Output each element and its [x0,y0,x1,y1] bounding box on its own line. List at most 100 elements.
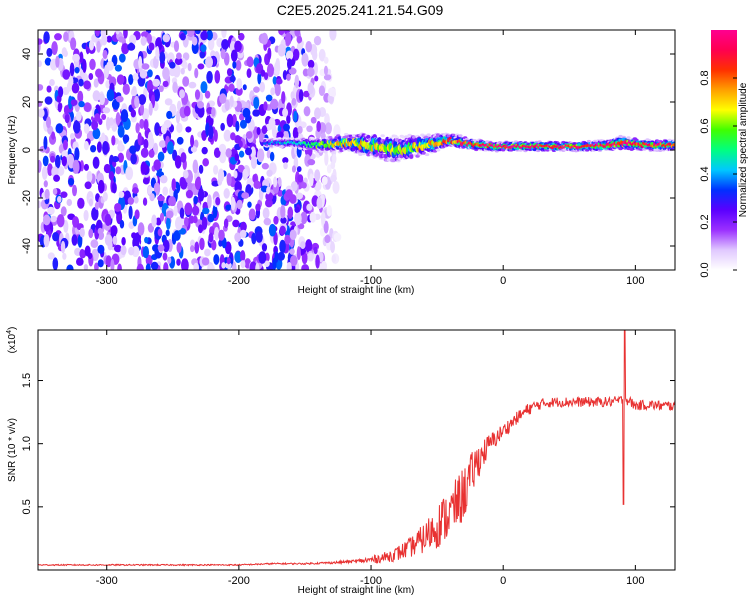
spectrogram-cell [38,161,42,169]
spectrogram-cell [291,165,297,173]
spectrogram-cell [303,90,310,98]
spectrogram-cell [133,196,139,204]
spectrogram-cell [86,170,93,183]
spectrogram-cell [162,80,169,88]
spectrogram-cell [174,155,182,169]
spectrogram-cell [77,197,85,209]
colorbar-label: Normalized spectral amplitude [738,82,749,217]
spectrogram-cell [218,229,225,241]
spectrogram-cell [168,196,177,207]
spectrogram-cell [132,187,139,194]
spectrogram-cell [143,138,149,150]
spectrogram-cell [176,242,182,254]
spectrogram-cell [305,239,313,253]
spectrogram-cell [171,178,177,191]
spectrogram-cell [300,182,307,189]
spectrogram-cell [232,219,240,228]
spectrogram-cell [63,105,70,115]
spectrogram-cell [261,125,268,135]
spectrogram-cell [70,99,78,106]
spectrogram-cell [146,33,152,44]
spectrogram-y-tick-label: 20 [21,96,33,108]
spectrogram-cell [142,245,150,259]
spectrogram-cell [197,105,205,118]
spectrogram-cell [176,52,182,60]
spectrogram-cell [272,76,277,85]
snr-x-tick-label: -100 [360,575,382,587]
spectrogram-cell [211,180,220,187]
spectrogram-cell [361,152,366,156]
spectrogram-y-ticks: -40 -20 0 20 40 [21,48,675,254]
spectrogram-cell [159,175,168,184]
spectrogram-cell [128,74,134,85]
spectrogram-cell [111,156,120,163]
spectrogram-cell [184,216,189,228]
spectrogram-cell [220,48,226,60]
spectrogram-cell [193,139,199,149]
spectrogram-cell [185,189,194,199]
spectrogram-cell [279,239,286,254]
spectrogram-cell [212,204,218,219]
spectrogram-cell [246,68,252,79]
spectrogram-cell [57,166,65,176]
spectrogram-cell [318,85,326,97]
spectrogram-cell [260,32,269,45]
spectrogram-cell [672,143,675,147]
spectrogram-cell [111,182,117,194]
spectrogram-cell [122,134,130,143]
spectrogram-cell [185,126,192,133]
spectrogram-x-tick-label: -100 [360,275,382,287]
spectrogram-cell [149,193,155,202]
spectrogram-cell [273,176,278,188]
spectrogram-cell [286,262,292,270]
spectrogram-cell [123,30,128,39]
spectrogram-cell [307,158,316,166]
spectrogram-cell [421,151,427,155]
spectrogram-cell [290,255,298,267]
spectrogram-cell [93,78,99,88]
spectrogram-y-tick-label: -40 [21,238,33,254]
spectrogram-cell [229,95,234,108]
spectrogram-y-tick-label: 40 [21,48,33,60]
spectrogram-cell [226,257,231,265]
spectrogram-cell [226,173,232,186]
spectrogram-cell [103,163,111,174]
colorbar-tick-label: 0.6 [699,118,711,133]
spectrogram-cell [193,195,198,205]
spectrogram-cell [78,100,85,108]
spectrogram-cell [179,207,185,219]
spectrogram-cell [60,191,68,198]
spectrogram-cell [241,192,250,199]
snr-y-tick-label: 0.5 [21,499,33,514]
colorbar-gradient [711,30,737,270]
spectrogram-cell [178,228,187,235]
spectrogram-cell [194,89,201,100]
spectrogram-cell [73,119,81,134]
spectrogram-cell [277,251,285,261]
spectrogram-cell [320,211,326,225]
spectrogram-cell [95,68,103,78]
spectrogram-cell [94,262,99,270]
spectrogram-cell [229,75,236,83]
spectrogram-y-tick-label: -20 [21,190,33,206]
spectrogram-cell [283,123,290,132]
spectrogram-cell [366,134,371,140]
spectrogram-cell [127,196,135,205]
spectrogram-cell [293,110,298,123]
spectrogram-cell [409,154,414,159]
spectrogram-cell [52,188,58,195]
spectrogram-cell [38,38,43,45]
spectrogram-cell [152,244,160,252]
spectrogram-cell [92,90,101,102]
spectrogram-cell [234,40,242,52]
spectrogram-cell [166,141,174,155]
spectrogram-cell [88,72,94,81]
spectrogram-cell [38,108,45,118]
spectrogram-cell [199,51,206,59]
spectrogram-cell [57,196,62,203]
spectrogram-cell [88,198,93,207]
spectrogram-cell [169,61,176,69]
spectrogram-cell [202,207,210,215]
spectrogram-cell [310,116,317,124]
spectrogram-cell [92,156,100,169]
